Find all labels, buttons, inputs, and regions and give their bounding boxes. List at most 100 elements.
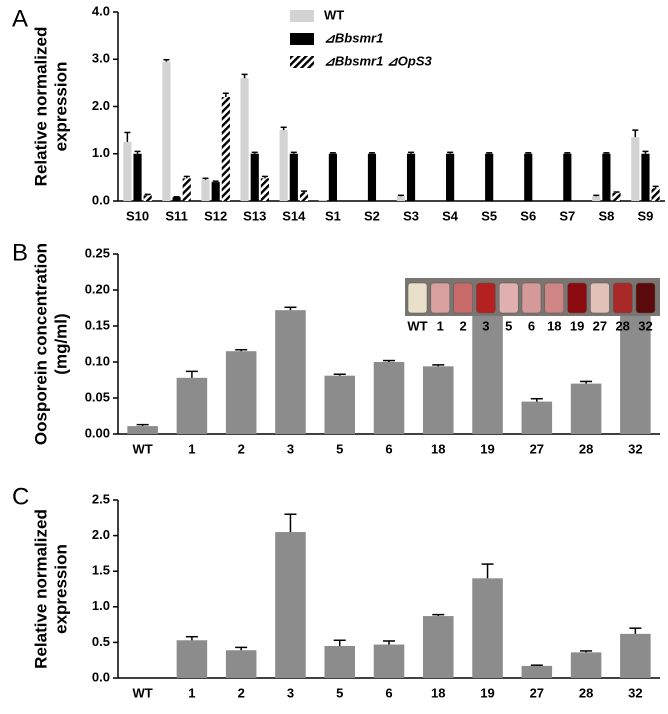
photo-tube	[635, 282, 656, 314]
bar	[422, 366, 454, 434]
x-tick-label: 28	[579, 685, 593, 700]
bar	[299, 192, 309, 201]
x-tick-label: 18	[431, 441, 445, 456]
x-tick-label: S7	[559, 208, 575, 223]
x-tick-label: 32	[628, 685, 642, 700]
x-tick-label: S4	[442, 208, 459, 223]
bar	[570, 383, 602, 434]
photo-label: 28	[615, 318, 629, 333]
bar	[472, 578, 503, 678]
y-tick-label: 1.5	[92, 563, 110, 578]
legend-swatch	[290, 33, 314, 45]
bar	[176, 377, 208, 434]
x-tick-label: 1	[188, 441, 195, 456]
bar	[328, 153, 337, 201]
panel-label: B	[12, 239, 28, 266]
bar	[162, 61, 171, 201]
photo-label: 1	[437, 318, 444, 333]
y-axis-label: expression	[51, 62, 70, 152]
bar	[221, 97, 230, 201]
bar	[373, 644, 405, 678]
bar	[592, 196, 601, 201]
x-tick-label: 5	[336, 441, 343, 456]
bar	[406, 153, 416, 201]
x-tick-label: S3	[403, 208, 419, 223]
x-tick-label: 18	[431, 685, 445, 700]
bar	[127, 426, 158, 434]
photo-tube	[567, 282, 587, 314]
bar	[211, 182, 220, 201]
y-tick-label: 2.0	[92, 98, 110, 113]
photo-label: 32	[638, 318, 652, 333]
x-tick-label: S11	[165, 208, 187, 223]
legend-label: ⊿Bbsmr1 ⊿OpS3	[324, 53, 433, 68]
bar	[620, 304, 651, 434]
bar	[201, 179, 210, 201]
x-tick-label: 2	[238, 685, 245, 700]
bar	[182, 178, 191, 201]
y-axis-label: Relative normalized	[31, 509, 50, 669]
bar	[521, 665, 553, 678]
x-tick-label: S13	[243, 208, 266, 223]
bar	[275, 532, 306, 678]
x-tick-label: 5	[336, 685, 343, 700]
bar	[651, 188, 660, 201]
bar	[521, 401, 553, 434]
photo-label: 3	[482, 318, 489, 333]
bar	[123, 141, 132, 201]
photo-tube	[476, 282, 496, 314]
y-tick-label: 0.10	[85, 353, 110, 368]
x-tick-label: 3	[287, 441, 294, 456]
bar	[172, 197, 181, 201]
y-tick-label: 3.0	[92, 51, 110, 66]
x-tick-label: 32	[628, 441, 642, 456]
x-tick-label: 27	[530, 441, 544, 456]
photo-tube	[430, 282, 451, 314]
y-axis-label: expression	[51, 544, 70, 634]
y-tick-label: 1.0	[92, 145, 110, 160]
bar	[324, 645, 356, 678]
x-tick-label: S9	[638, 208, 654, 223]
x-tick-label: S8	[598, 208, 614, 223]
x-tick-label: S2	[364, 208, 380, 223]
y-tick-label: 4.0	[92, 3, 110, 18]
legend-label: ⊿Bbsmr1	[324, 30, 383, 45]
photo-label: 18	[547, 318, 561, 333]
photo-label: 5	[505, 318, 512, 333]
bar	[225, 650, 257, 678]
bar	[446, 153, 455, 201]
y-tick-label: 1.0	[92, 598, 110, 613]
x-tick-label: 1	[188, 685, 195, 700]
x-tick-label: S14	[282, 208, 306, 223]
x-tick-label: S6	[520, 208, 536, 223]
bar	[570, 652, 602, 678]
x-tick-label: 3	[287, 685, 294, 700]
x-tick-label: S10	[126, 208, 149, 223]
y-tick-label: 2.0	[92, 527, 110, 542]
panel-label: C	[12, 483, 29, 510]
bar	[275, 310, 306, 434]
y-tick-label: 0.20	[85, 281, 110, 296]
bar	[612, 192, 621, 201]
photo-label: 27	[593, 318, 607, 333]
bar	[396, 196, 405, 201]
legend-swatch	[290, 10, 314, 22]
bar	[318, 200, 327, 201]
bar	[260, 178, 269, 201]
photo-tube	[612, 282, 633, 314]
x-tick-label: 6	[385, 685, 392, 700]
bar	[133, 153, 142, 201]
photo-label: WT	[407, 318, 427, 333]
bar	[250, 153, 259, 201]
bar	[631, 137, 640, 201]
panel-label: A	[12, 5, 28, 32]
x-tick-label: 27	[530, 685, 544, 700]
bar	[324, 375, 356, 434]
photo-tube	[544, 282, 565, 314]
bar	[620, 633, 651, 678]
bar	[289, 153, 298, 201]
y-tick-label: 0.0	[92, 192, 110, 207]
photo-tube	[498, 282, 519, 314]
bar	[641, 153, 650, 201]
